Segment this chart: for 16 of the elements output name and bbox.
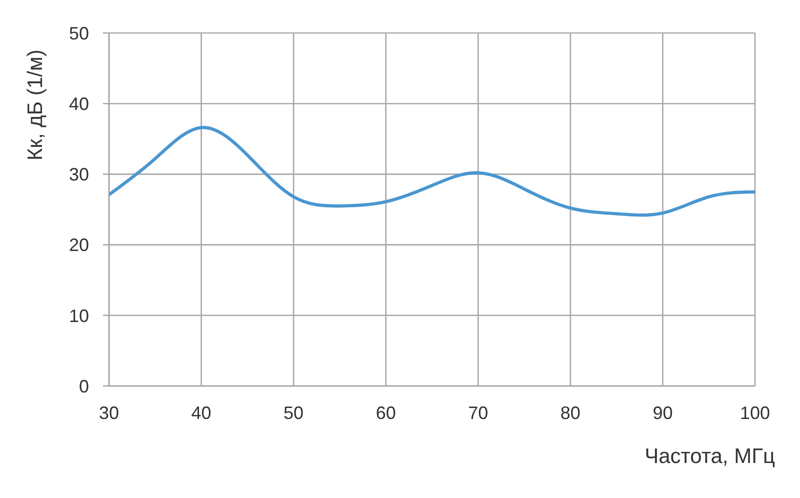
y-tick-label: 40	[68, 94, 89, 114]
x-tick-label: 50	[284, 402, 304, 423]
x-tick-label: 30	[98, 402, 120, 423]
x-tick-label: 80	[560, 402, 580, 423]
y-tick-label: 30	[68, 164, 89, 185]
x-tick-label: 60	[376, 402, 396, 423]
x-tick-label: 100	[740, 402, 770, 423]
x-tick-label: 90	[652, 402, 673, 423]
x-tick-label: 40	[191, 402, 212, 423]
y-axis-title: Кк, дБ (1/м)	[24, 50, 47, 160]
y-tick-label: 50	[68, 23, 89, 44]
y-tick-label: 20	[68, 235, 89, 256]
y-tick-label: 10	[68, 306, 89, 326]
y-tick-label: 0	[78, 376, 89, 396]
x-axis-title: Частота, МГц	[644, 445, 775, 468]
x-tick-label: 70	[468, 402, 488, 423]
